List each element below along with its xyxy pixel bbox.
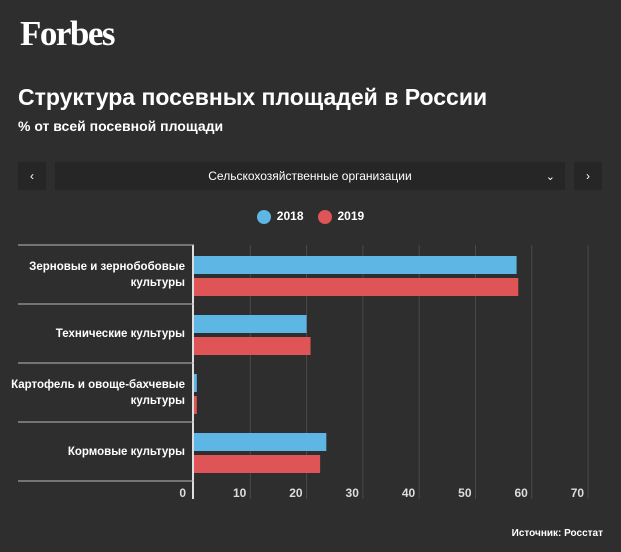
x-tick-label: 50 xyxy=(458,486,472,500)
chevron-down-icon: ⌄ xyxy=(545,170,555,183)
bar-2018 xyxy=(194,374,197,392)
legend-item-2018[interactable]: 2018 xyxy=(256,209,304,224)
bar-2019 xyxy=(194,455,321,473)
bar-2018 xyxy=(194,315,307,333)
legend-dot-icon xyxy=(317,209,332,224)
x-tick-label: 70 xyxy=(571,486,585,500)
bar-2018 xyxy=(194,433,327,451)
x-tick-label: 10 xyxy=(233,486,247,500)
forbes-logo: Forbes xyxy=(20,14,116,53)
bar-2019 xyxy=(194,396,197,414)
select-value: Сельскохозяйственные организации xyxy=(208,169,412,183)
x-tick-label: 20 xyxy=(289,486,303,500)
x-tick-label: 0 xyxy=(179,486,186,500)
category-label: Технические культуры xyxy=(55,327,185,340)
legend: 2018 2019 xyxy=(0,209,621,224)
category-label: Зерновые и зернобобовые культуры xyxy=(29,260,185,289)
category-label: Картофель и овоще-бахчевые культуры xyxy=(11,378,185,407)
legend-dot-icon xyxy=(256,209,271,224)
category-select[interactable]: Сельскохозяйственные организации ⌄ xyxy=(55,162,565,190)
x-tick-label: 60 xyxy=(514,486,528,500)
x-tick-label: 40 xyxy=(402,486,416,500)
bar-2018 xyxy=(194,256,517,274)
next-button[interactable]: › xyxy=(574,162,602,190)
prev-button[interactable]: ‹ xyxy=(18,162,46,190)
chart-subtitle: % от всей посевной площади xyxy=(18,118,224,134)
x-tick-label: 30 xyxy=(346,486,360,500)
bar-2019 xyxy=(194,278,519,296)
category-label: Кормовые культуры xyxy=(67,445,185,458)
bar-2019 xyxy=(194,337,311,355)
legend-item-2019[interactable]: 2019 xyxy=(317,209,364,224)
chart-title: Структура посевных площадей в России xyxy=(18,84,488,110)
source-note: Источник: Росстат xyxy=(511,528,603,539)
